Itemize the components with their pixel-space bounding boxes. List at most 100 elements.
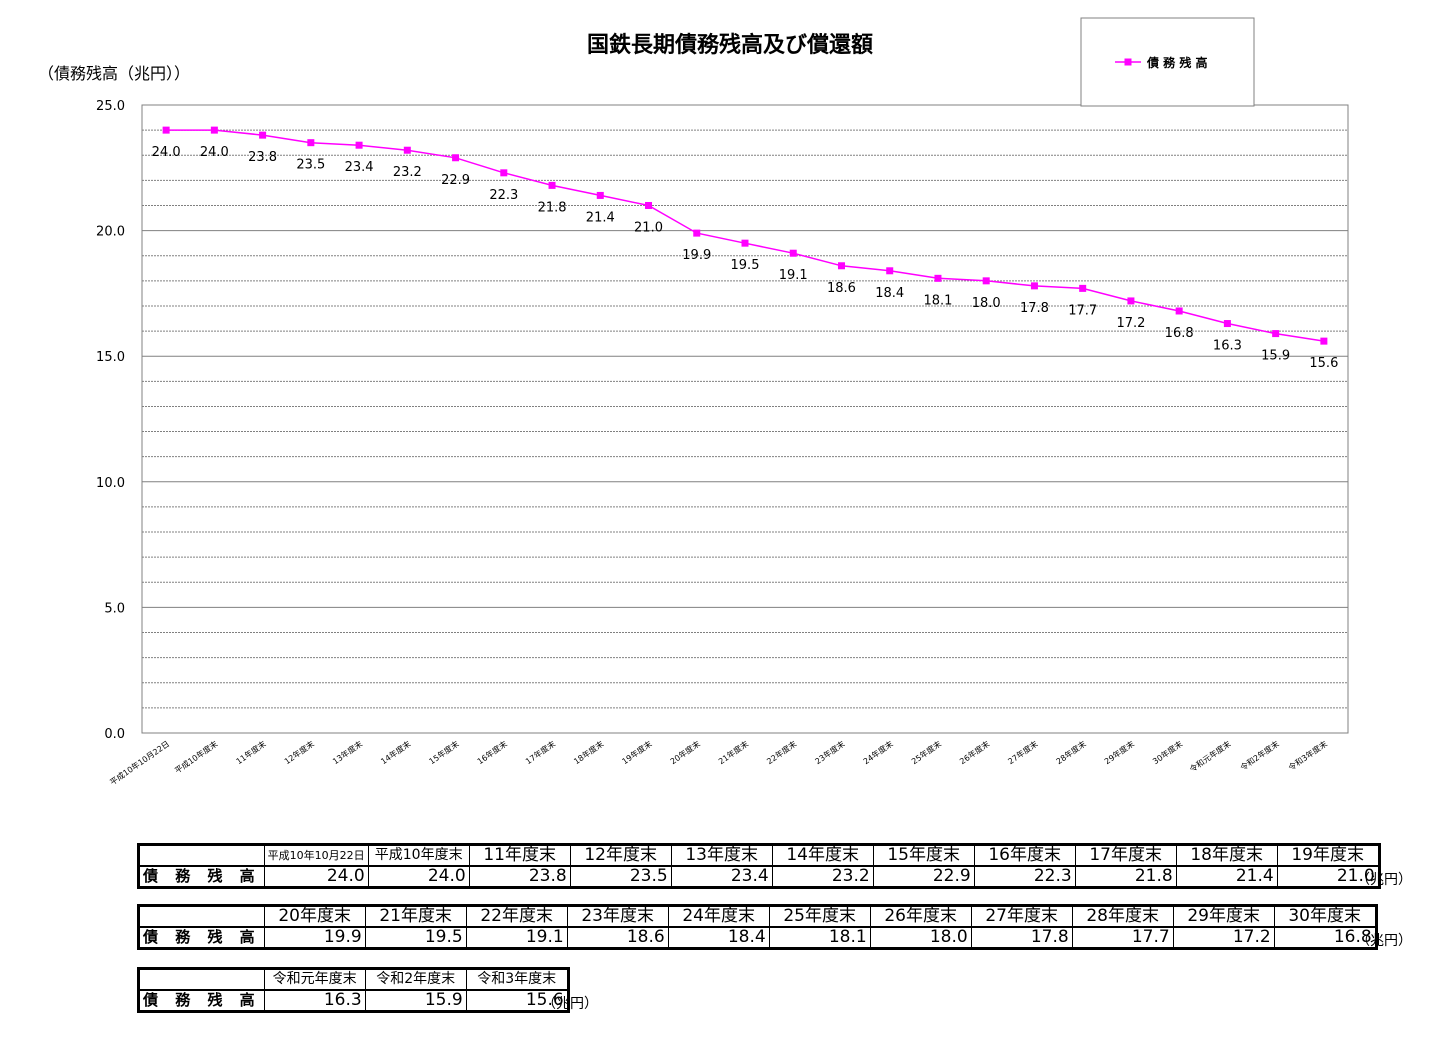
table-row-label: 債 務 残 高 xyxy=(138,926,265,949)
table-cell: 23.4 xyxy=(670,865,773,888)
data-label: 18.4 xyxy=(875,286,904,301)
data-label: 21.8 xyxy=(538,200,567,215)
table-cell: 21.4 xyxy=(1175,865,1278,888)
table-cell: 17.2 xyxy=(1172,926,1275,949)
x-tick-label: 18年度末 xyxy=(572,738,606,766)
data-point-marker xyxy=(1127,297,1135,305)
table-corner xyxy=(138,844,265,867)
table-header: 18年度末 xyxy=(1175,844,1278,867)
table-header-row: 20年度末 21年度末 22年度末 23年度末 24年度末 25年度末 26年度… xyxy=(138,905,1377,928)
table-header: 28年度末 xyxy=(1071,905,1174,928)
data-label: 21.0 xyxy=(634,220,663,235)
data-point-marker xyxy=(500,169,508,177)
data-label: 18.0 xyxy=(972,296,1001,311)
table-header: 15年度末 xyxy=(872,844,975,867)
x-tick-label: 12年度末 xyxy=(282,738,316,766)
y-tick-label: 25.0 xyxy=(96,99,125,114)
x-tick-label: 16年度末 xyxy=(475,738,509,766)
data-point-marker xyxy=(1320,337,1328,345)
data-point-marker xyxy=(693,229,701,237)
table-header-row: 平成10年10月22日 平成10年度末 11年度末 12年度末 13年度末 14… xyxy=(138,844,1380,867)
table-header: 22年度末 xyxy=(465,905,568,928)
x-tick-label: 平成10年度末 xyxy=(173,738,220,775)
data-label: 22.9 xyxy=(441,173,470,188)
data-table-1: 平成10年10月22日 平成10年度末 11年度末 12年度末 13年度末 14… xyxy=(137,843,1381,889)
data-point-marker xyxy=(741,239,749,247)
table-header: 26年度末 xyxy=(869,905,972,928)
x-tick-label: 13年度末 xyxy=(330,738,364,766)
data-label: 19.9 xyxy=(682,248,711,263)
table-cell: 19.9 xyxy=(263,926,366,949)
x-tick-label: 令和3年度末 xyxy=(1286,738,1329,772)
data-label: 16.3 xyxy=(1213,339,1242,354)
data-label: 16.8 xyxy=(1165,326,1194,341)
legend: 債 務 残 高 xyxy=(1080,17,1255,107)
table-header: 令和元年度末 xyxy=(263,968,366,991)
x-tick-label: 令和2年度末 xyxy=(1238,738,1281,772)
y-tick-label: 10.0 xyxy=(96,476,125,491)
table-unit-3: （兆円） xyxy=(542,996,598,1012)
data-label: 23.4 xyxy=(345,160,374,175)
table-cell: 23.8 xyxy=(468,865,571,888)
table-header: 令和2年度末 xyxy=(364,968,467,991)
grid-lines xyxy=(142,129,1348,709)
data-label: 24.0 xyxy=(200,145,229,160)
y-tick-label: 0.0 xyxy=(104,727,125,742)
data-point-marker xyxy=(596,191,604,199)
data-label: 15.9 xyxy=(1261,349,1290,364)
table-header: 23年度末 xyxy=(566,905,669,928)
data-point-marker xyxy=(982,277,990,285)
data-label: 24.0 xyxy=(152,145,181,160)
data-point-marker xyxy=(210,126,218,134)
table-corner xyxy=(138,905,265,928)
table-header: 17年度末 xyxy=(1074,844,1177,867)
table-cell: 15.6 xyxy=(465,989,569,1012)
x-tick-label: 令和元年度末 xyxy=(1187,738,1232,774)
y-tick-label: 20.0 xyxy=(96,225,125,240)
table-header: 30年度末 xyxy=(1273,905,1377,928)
data-label: 18.6 xyxy=(827,281,856,296)
data-label: 23.8 xyxy=(248,150,277,165)
table-cell: 16.8 xyxy=(1273,926,1377,949)
x-tick-label: 平成10年10月22日 xyxy=(108,738,172,787)
table-cell: 21.8 xyxy=(1074,865,1177,888)
x-tick-label: 29年度末 xyxy=(1102,738,1136,766)
data-label: 23.5 xyxy=(296,158,325,173)
data-point-marker xyxy=(934,274,942,282)
table-cell: 18.6 xyxy=(566,926,669,949)
table-header-row: 令和元年度末 令和2年度末 令和3年度末 xyxy=(138,968,569,991)
series-layer: 24.0 24.0 23.8 23.5 23.4 23.2 22.9 22.3 21.8 21.4… xyxy=(152,126,1338,371)
data-point-marker xyxy=(645,201,653,209)
table-header: 12年度末 xyxy=(569,844,672,867)
legend-marker xyxy=(1124,58,1132,66)
data-label: 19.5 xyxy=(731,258,760,273)
table-cell: 18.4 xyxy=(667,926,770,949)
data-point-marker xyxy=(162,126,170,134)
table-header: 令和3年度末 xyxy=(465,968,569,991)
data-label: 18.1 xyxy=(923,293,952,308)
x-tick-label: 25年度末 xyxy=(909,738,943,766)
table-header: 14年度末 xyxy=(771,844,874,867)
data-point-marker xyxy=(1079,284,1087,292)
data-label: 17.8 xyxy=(1020,301,1049,316)
x-tick-label: 27年度末 xyxy=(1006,738,1040,766)
table-cell: 19.5 xyxy=(364,926,467,949)
table-header: 11年度末 xyxy=(468,844,571,867)
x-tick-label: 11年度末 xyxy=(234,738,268,766)
table-cell: 21.0 xyxy=(1276,865,1380,888)
y-tick-label: 15.0 xyxy=(96,350,125,365)
table-cell: 18.1 xyxy=(768,926,871,949)
data-point-marker xyxy=(403,146,411,154)
legend-box xyxy=(1080,17,1255,107)
x-tick-label: 15年度末 xyxy=(427,738,461,766)
table-cell: 18.0 xyxy=(869,926,972,949)
table-row-label: 債 務 残 高 xyxy=(138,865,265,888)
table-unit-2: （兆円） xyxy=(1356,933,1412,949)
data-label: 21.4 xyxy=(586,210,615,225)
data-point-marker xyxy=(307,139,315,147)
table-header: 25年度末 xyxy=(768,905,871,928)
data-point-marker xyxy=(452,154,460,162)
table-cell: 24.0 xyxy=(367,865,470,888)
table-cell: 23.2 xyxy=(771,865,874,888)
table-header: 27年度末 xyxy=(970,905,1073,928)
